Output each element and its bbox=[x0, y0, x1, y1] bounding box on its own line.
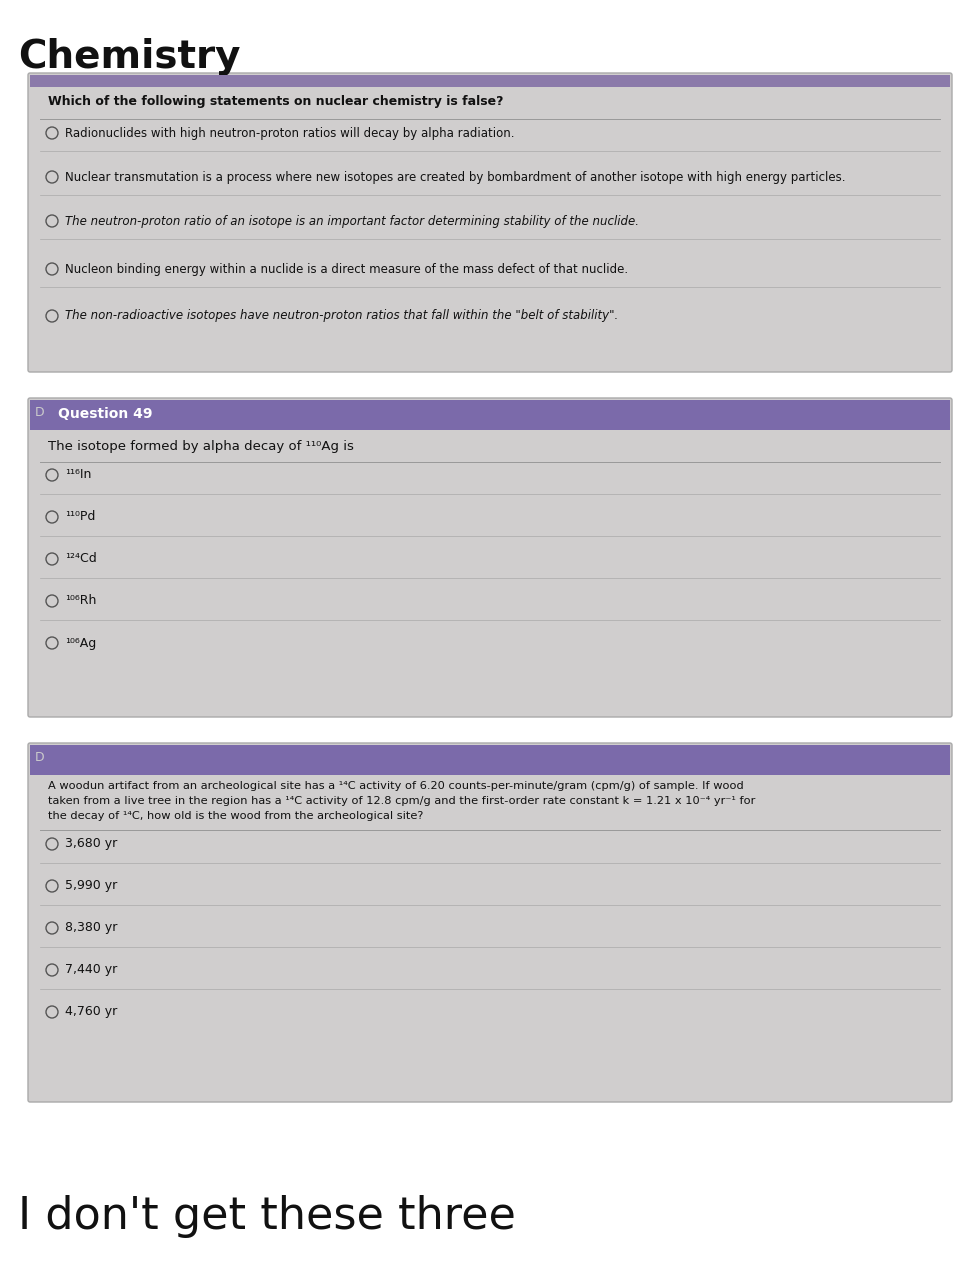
FancyBboxPatch shape bbox=[28, 398, 952, 717]
Text: A woodun artifact from an archeological site has a ¹⁴C activity of 6.20 counts-p: A woodun artifact from an archeological … bbox=[48, 780, 744, 791]
Text: 7,440 yr: 7,440 yr bbox=[65, 963, 117, 976]
Text: 4,760 yr: 4,760 yr bbox=[65, 1005, 117, 1018]
Text: 3,680 yr: 3,680 yr bbox=[65, 838, 117, 850]
Text: ¹⁰⁶Rh: ¹⁰⁶Rh bbox=[65, 595, 96, 608]
Text: the decay of ¹⁴C, how old is the wood from the archeological site?: the decay of ¹⁴C, how old is the wood fr… bbox=[48, 811, 423, 821]
Text: 8,380 yr: 8,380 yr bbox=[65, 921, 117, 934]
Bar bbox=[30, 75, 950, 86]
Text: taken from a live tree in the region has a ¹⁴C activity of 12.8 cpm/g and the fi: taken from a live tree in the region has… bbox=[48, 796, 756, 806]
Text: Nuclear transmutation is a process where new isotopes are created by bombardment: Nuclear transmutation is a process where… bbox=[65, 170, 846, 183]
Text: D: D bbox=[35, 751, 45, 764]
Text: The isotope formed by alpha decay of ¹¹⁰Ag is: The isotope formed by alpha decay of ¹¹⁰… bbox=[48, 440, 354, 452]
Text: The non-radioactive isotopes have neutron-proton ratios that fall within the "be: The non-radioactive isotopes have neutro… bbox=[65, 310, 618, 323]
Text: Which of the following statements on nuclear chemistry is false?: Which of the following statements on nuc… bbox=[48, 95, 504, 108]
Text: Radionuclides with high neutron-proton ratios will decay by alpha radiation.: Radionuclides with high neutron-proton r… bbox=[65, 127, 515, 140]
Text: 5,990 yr: 5,990 yr bbox=[65, 880, 117, 892]
Bar bbox=[30, 745, 950, 775]
Text: ¹¹⁰Pd: ¹¹⁰Pd bbox=[65, 511, 95, 524]
FancyBboxPatch shape bbox=[28, 744, 952, 1102]
Text: I don't get these three: I don't get these three bbox=[18, 1195, 516, 1238]
Text: Question 49: Question 49 bbox=[58, 407, 152, 421]
Text: ¹⁰⁶Ag: ¹⁰⁶Ag bbox=[65, 637, 96, 649]
Text: ¹²⁴Cd: ¹²⁴Cd bbox=[65, 553, 97, 566]
Bar bbox=[30, 400, 950, 430]
Text: The neutron-proton ratio of an isotope is an important factor determining stabil: The neutron-proton ratio of an isotope i… bbox=[65, 215, 639, 228]
Text: Chemistry: Chemistry bbox=[18, 38, 240, 76]
Text: Nucleon binding energy within a nuclide is a direct measure of the mass defect o: Nucleon binding energy within a nuclide … bbox=[65, 263, 628, 276]
Text: D: D bbox=[35, 405, 45, 419]
Text: ¹¹⁶In: ¹¹⁶In bbox=[65, 469, 91, 482]
FancyBboxPatch shape bbox=[28, 72, 952, 372]
